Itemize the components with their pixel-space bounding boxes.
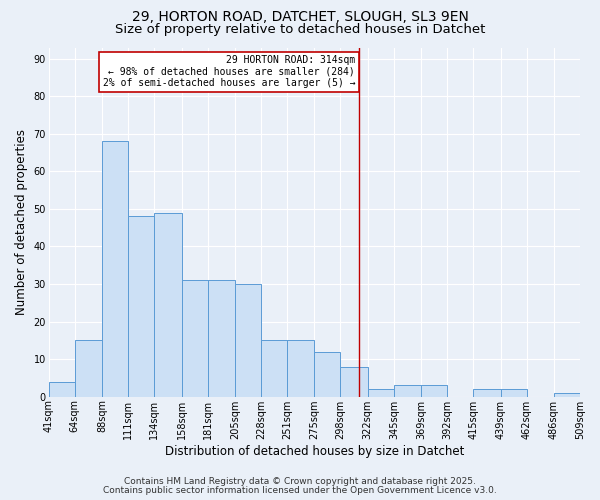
Text: 29 HORTON ROAD: 314sqm
← 98% of detached houses are smaller (284)
2% of semi-det: 29 HORTON ROAD: 314sqm ← 98% of detached… (103, 55, 355, 88)
Bar (394, 386, 421, 396)
Bar (261, 340, 287, 396)
Bar (128, 216, 154, 396)
Bar (554, 393, 580, 396)
Bar (154, 212, 182, 396)
Bar (340, 366, 368, 396)
Bar (182, 280, 208, 396)
Bar (49, 382, 75, 396)
Y-axis label: Number of detached properties: Number of detached properties (15, 129, 28, 315)
Text: Contains public sector information licensed under the Open Government Licence v3: Contains public sector information licen… (103, 486, 497, 495)
Bar (75, 340, 102, 396)
X-axis label: Distribution of detached houses by size in Datchet: Distribution of detached houses by size … (164, 444, 464, 458)
Bar (368, 389, 394, 396)
Text: 29, HORTON ROAD, DATCHET, SLOUGH, SL3 9EN: 29, HORTON ROAD, DATCHET, SLOUGH, SL3 9E… (131, 10, 469, 24)
Bar (314, 352, 340, 397)
Bar (500, 389, 527, 396)
Bar (473, 389, 500, 396)
Bar (421, 386, 447, 396)
Bar (102, 142, 128, 396)
Bar (235, 284, 261, 397)
Text: Contains HM Land Registry data © Crown copyright and database right 2025.: Contains HM Land Registry data © Crown c… (124, 477, 476, 486)
Text: Size of property relative to detached houses in Datchet: Size of property relative to detached ho… (115, 22, 485, 36)
Bar (287, 340, 314, 396)
Bar (208, 280, 235, 396)
